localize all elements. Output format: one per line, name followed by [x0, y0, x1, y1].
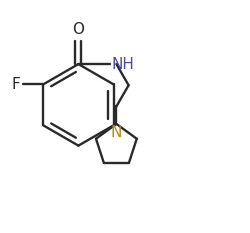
Text: NH: NH [111, 57, 134, 72]
Text: F: F [11, 77, 20, 92]
Text: O: O [72, 22, 85, 37]
Text: N: N [111, 125, 122, 140]
